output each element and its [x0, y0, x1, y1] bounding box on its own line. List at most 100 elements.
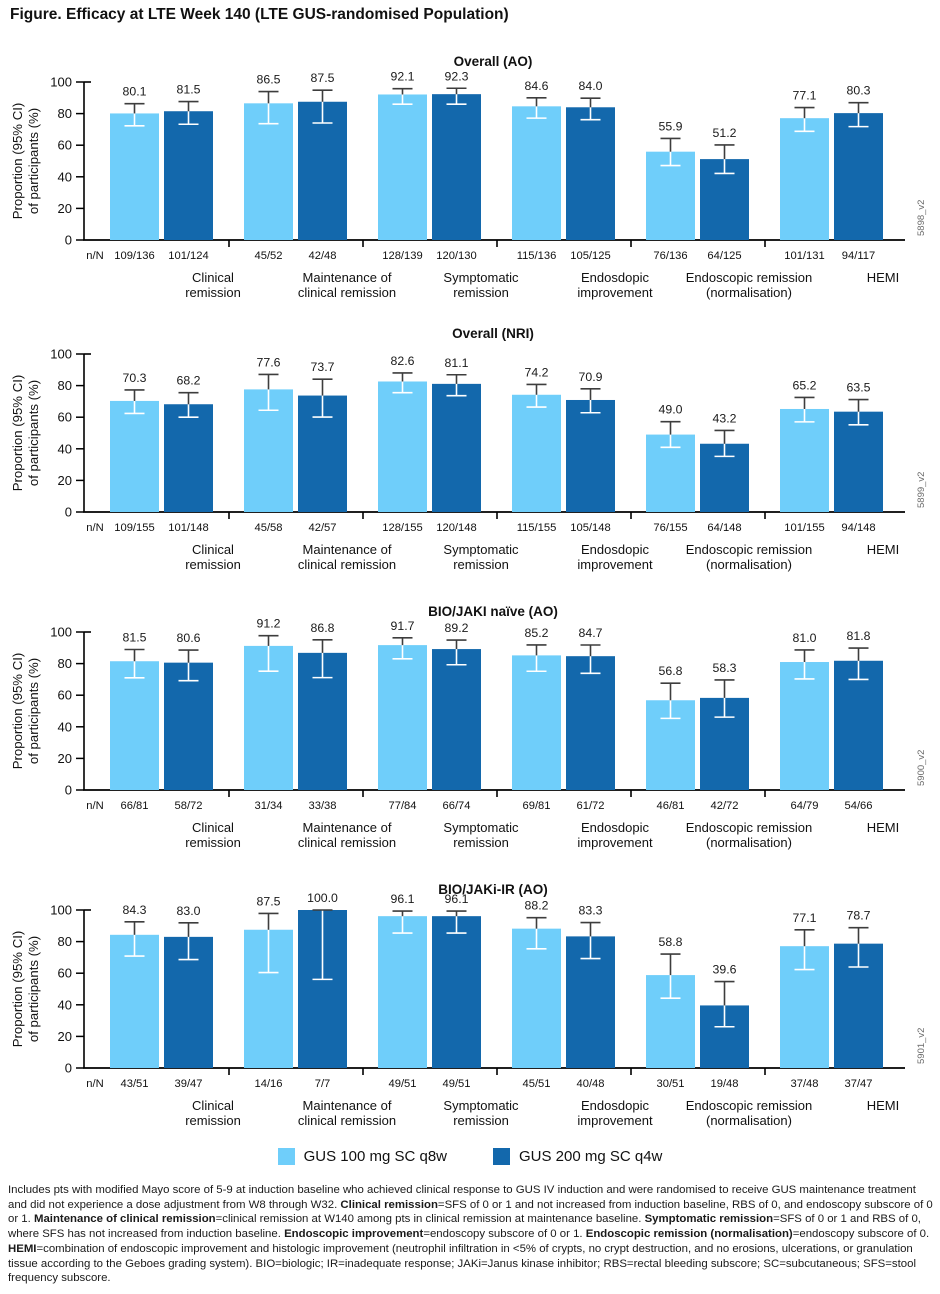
y-tick-label: 60: [58, 138, 72, 153]
bar-s1-g3: [378, 916, 427, 1068]
n-over-N-label: 94/117: [842, 250, 875, 262]
value-label: 83.0: [177, 904, 201, 918]
y-axis-label: of participants (%): [26, 380, 41, 486]
footnote-term: HEMI: [8, 1242, 37, 1255]
legend: GUS 100 mg SC q8w GUS 200 mg SC q4w: [0, 1142, 940, 1170]
category-label: Maintenance of: [303, 1098, 392, 1113]
footnote-term: Maintenance of clinical remission: [33, 1213, 216, 1226]
category-label: Symptomatic: [443, 820, 519, 835]
bar-s2-g2: [298, 101, 347, 240]
n-over-N-label: 45/52: [255, 250, 283, 262]
y-tick-label: 0: [65, 505, 72, 520]
value-label: 77.6: [257, 355, 281, 369]
y-tick-label: 80: [58, 378, 72, 393]
y-axis-label: Proportion (95% CI): [10, 375, 25, 492]
chart-4: BIO/JAKi-IR (AO) Proportion (95% CI) of pa…: [10, 882, 927, 1128]
n-over-N-label: 109/136: [114, 250, 154, 262]
value-label: 70.3: [123, 371, 147, 385]
n-over-N-label: 42/48: [309, 250, 337, 262]
footnote-text: =endoscopy subscore of 0 or 1.: [423, 1228, 586, 1241]
n-over-N-label: 101/155: [784, 522, 824, 534]
n-over-N-label: 115/155: [517, 522, 557, 534]
y-tick-label: 80: [58, 106, 72, 121]
bar-s1-g5: [646, 151, 695, 240]
value-label: 80.6: [177, 631, 201, 645]
n-over-N-row-label: n/N: [86, 522, 103, 534]
n-over-N-label: 30/51: [657, 1078, 685, 1090]
bar-s1-g1: [110, 661, 159, 790]
footnote-text: =combination of endoscopic improvement a…: [8, 1242, 916, 1285]
value-label: 82.6: [391, 354, 415, 368]
n-over-N-label: 115/136: [517, 250, 557, 262]
n-over-N-label: 66/74: [443, 800, 471, 812]
value-label: 86.8: [311, 621, 335, 635]
footnote-term: Endoscopic remission (normalisation): [585, 1228, 793, 1241]
y-tick-label: 80: [58, 656, 72, 671]
value-label: 49.0: [659, 403, 683, 417]
category-label: HEMI: [867, 270, 900, 285]
category-label: Endosdopic: [581, 820, 649, 835]
value-label: 85.2: [525, 626, 549, 640]
category-label: remission: [185, 557, 241, 572]
footnote-term: Symptomatic remission: [644, 1213, 774, 1226]
y-tick-label: 40: [58, 997, 72, 1012]
n-over-N-label: 66/81: [121, 800, 149, 812]
category-label: Endosdopic: [581, 542, 649, 557]
n-over-N-label: 43/51: [121, 1078, 149, 1090]
n-over-N-label: 46/81: [657, 800, 685, 812]
y-tick-label: 20: [58, 1029, 72, 1044]
n-over-N-row-label: n/N: [86, 1078, 103, 1090]
bar-s2-g3: [432, 649, 481, 790]
y-tick-label: 20: [58, 201, 72, 216]
category-label: remission: [185, 1113, 241, 1128]
value-label: 87.5: [311, 71, 335, 85]
value-label: 81.5: [177, 83, 201, 97]
category-label: Symptomatic: [443, 1098, 519, 1113]
y-tick-label: 0: [65, 1061, 72, 1076]
y-axis-label: Proportion (95% CI): [10, 931, 25, 1048]
value-label: 80.1: [123, 85, 147, 99]
n-over-N-label: 45/58: [255, 522, 283, 534]
n-over-N-label: 101/131: [784, 250, 824, 262]
value-label: 84.7: [579, 626, 603, 640]
value-label: 81.8: [847, 629, 871, 643]
footnote: Includes pts with modified Mayo score of…: [8, 1183, 936, 1286]
n-over-N-label: 109/155: [114, 522, 154, 534]
category-label: (normalisation): [706, 285, 792, 300]
category-label: clinical remission: [298, 835, 396, 850]
n-over-N-label: 64/125: [707, 250, 741, 262]
value-label: 56.8: [659, 664, 683, 678]
bar-s1-g3: [378, 645, 427, 790]
legend-item-gus200: GUS 200 mg SC q4w: [493, 1147, 662, 1165]
category-label: Endosdopic: [581, 270, 649, 285]
value-label: 58.3: [713, 661, 737, 675]
category-label: improvement: [577, 285, 653, 300]
y-axis-label: of participants (%): [26, 936, 41, 1042]
value-label: 80.3: [847, 84, 871, 98]
value-label: 78.7: [847, 909, 871, 923]
legend-label-gus100: GUS 100 mg SC q8w: [303, 1147, 447, 1165]
value-label: 100.0: [307, 891, 338, 905]
category-label: Clinical: [192, 270, 234, 285]
n-over-N-label: 94/148: [841, 522, 875, 534]
value-label: 96.1: [391, 892, 415, 906]
legend-swatch-gus100-icon: [277, 1147, 295, 1165]
category-label: remission: [453, 835, 509, 850]
value-label: 84.0: [579, 79, 603, 93]
footnote-term: Clinical remission: [340, 1198, 438, 1211]
y-axis-label: of participants (%): [26, 108, 41, 214]
y-tick-label: 100: [50, 625, 72, 640]
chart-title: BIO/JAKI naïve (AO): [428, 604, 558, 619]
n-over-N-label: 61/72: [577, 800, 605, 812]
n-over-N-label: 40/48: [577, 1078, 605, 1090]
category-label: Clinical: [192, 820, 234, 835]
chart-1: Overall (AO) Proportion (95% CI) of partic…: [10, 54, 927, 300]
y-tick-label: 60: [58, 966, 72, 981]
category-label: Symptomatic: [443, 542, 519, 557]
n-over-N-label: 14/16: [255, 1078, 283, 1090]
category-label: Endoscopic remission: [686, 270, 812, 285]
n-over-N-label: 45/51: [523, 1078, 551, 1090]
n-over-N-row-label: n/N: [86, 800, 103, 812]
bar-s2-g6: [834, 113, 883, 240]
category-label: Endoscopic remission: [686, 820, 812, 835]
